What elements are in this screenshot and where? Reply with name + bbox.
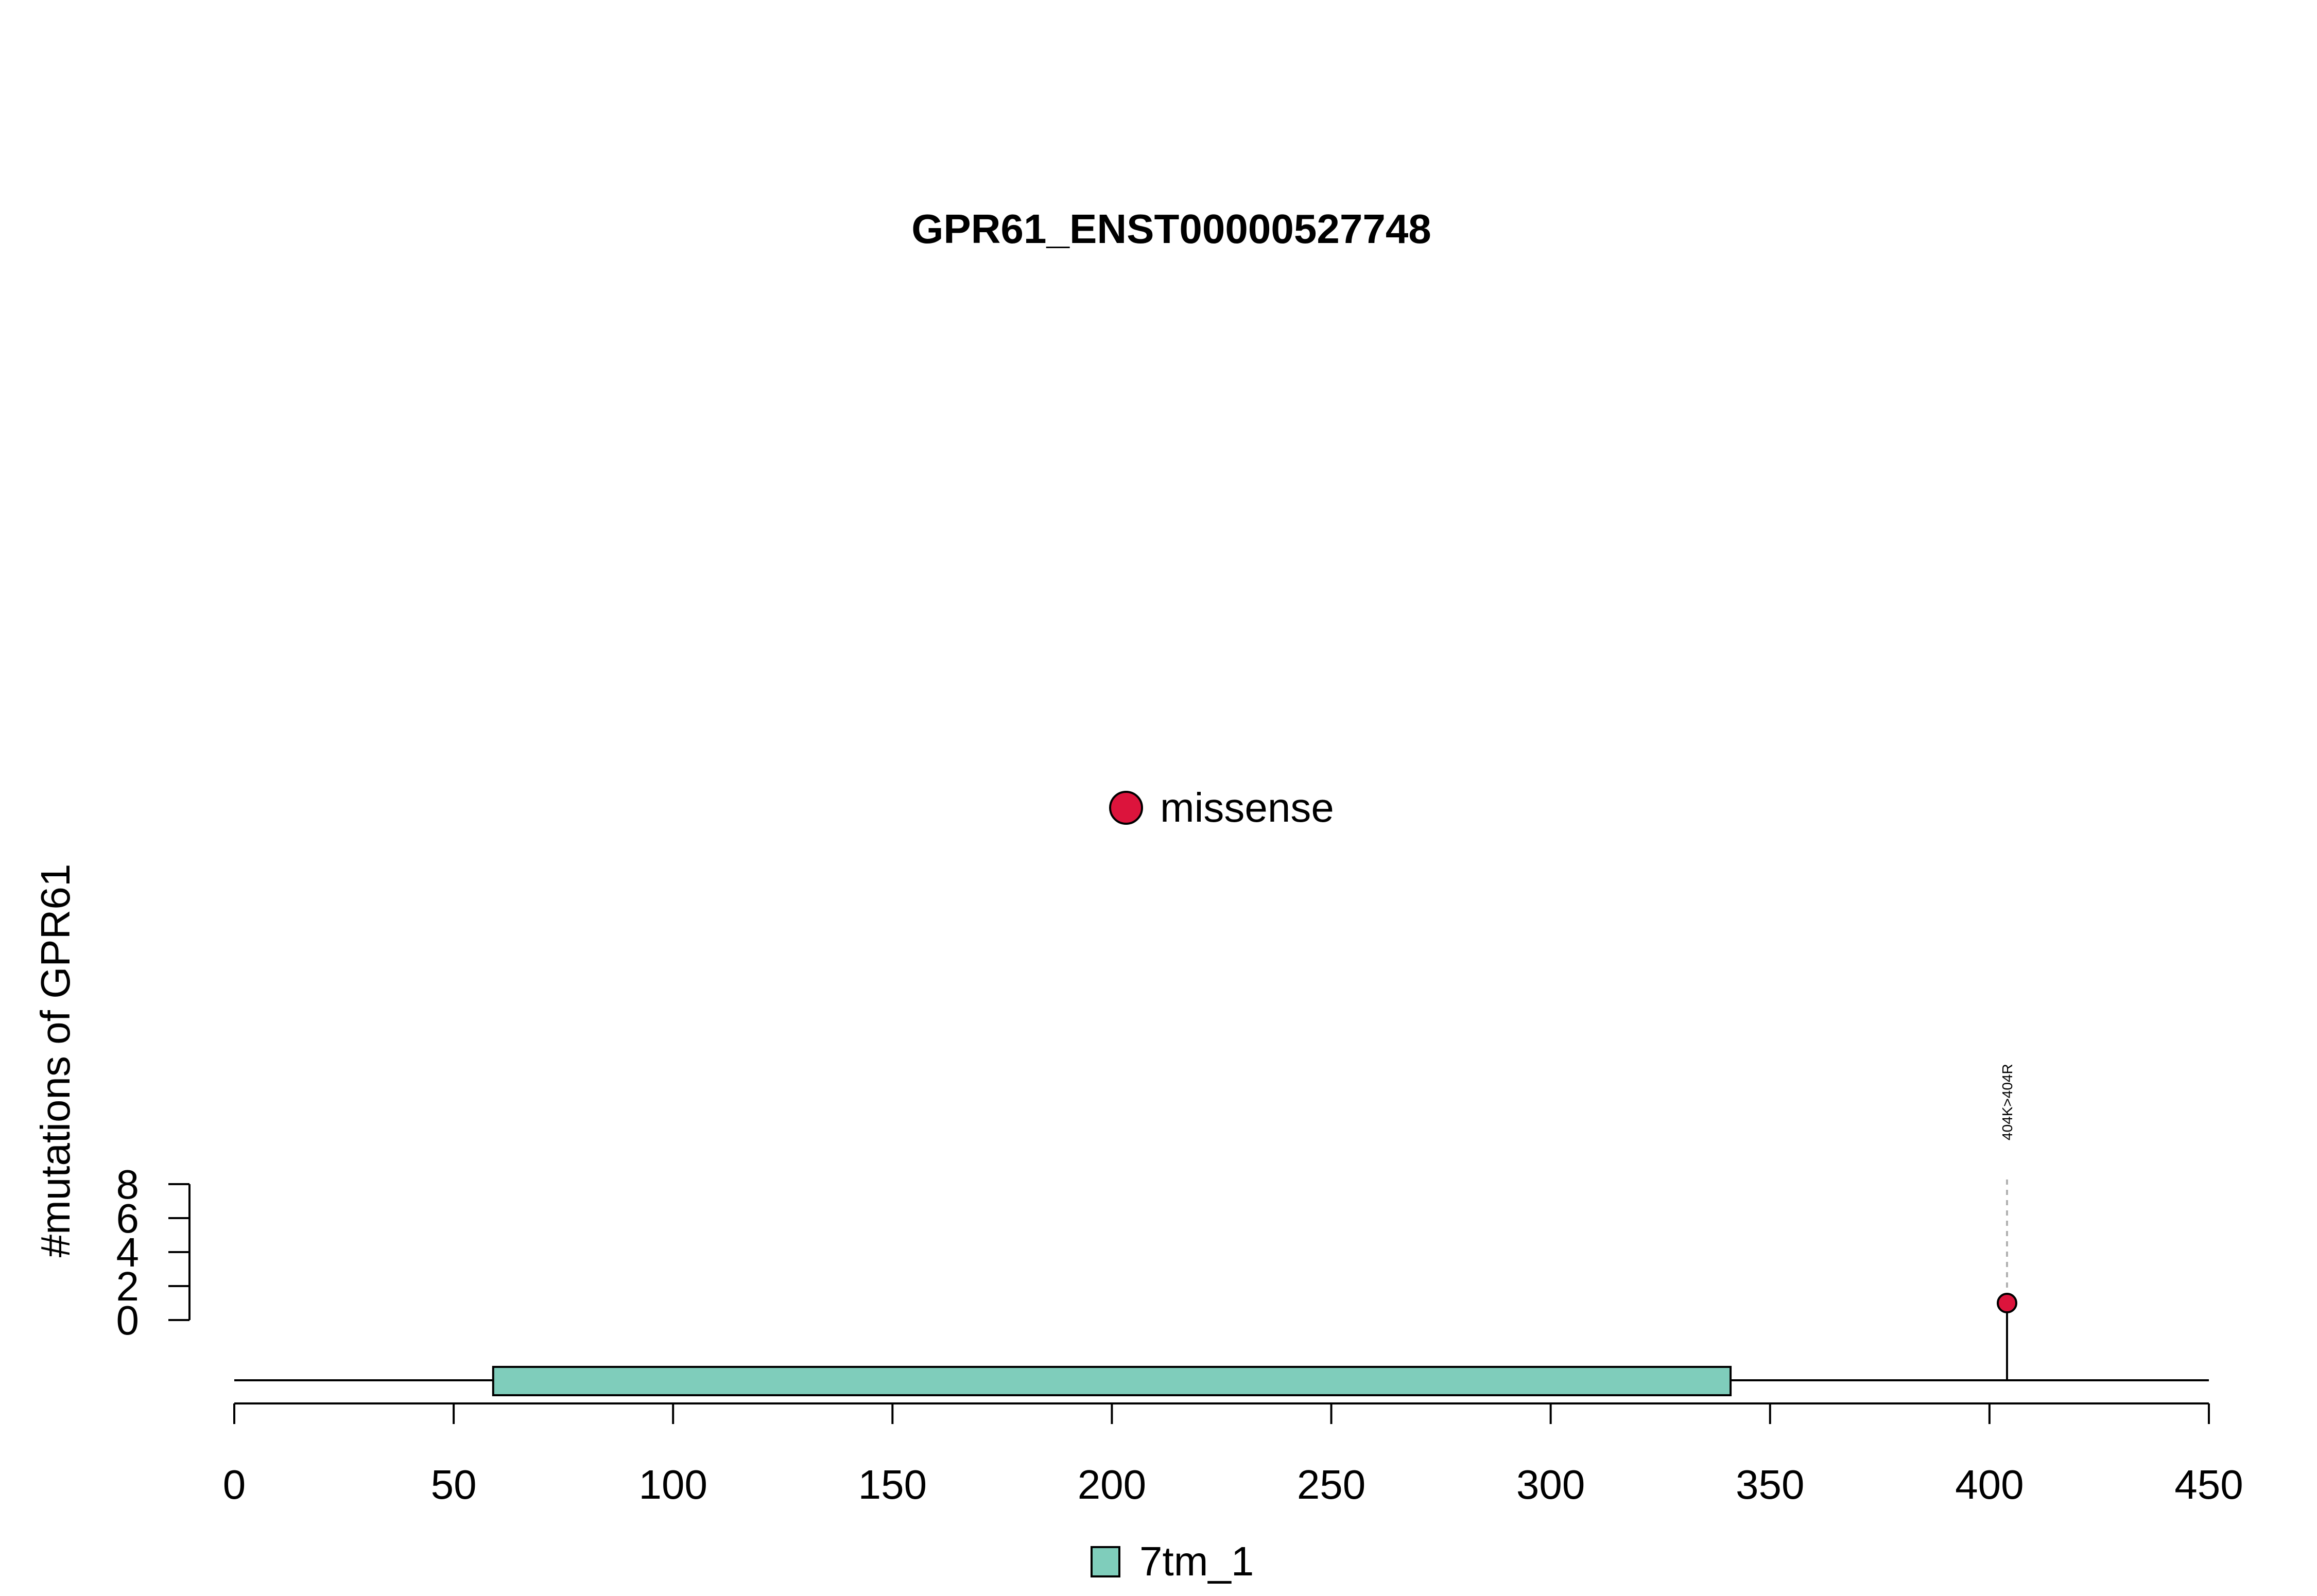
x-tick-label: 250 [1297, 1462, 1365, 1507]
mutation-type-legend: missense [1109, 785, 1334, 830]
x-axis: 0 50 100 150 200 250 300 350 400 450 [223, 1402, 2243, 1507]
x-tick-label: 50 [431, 1462, 477, 1507]
mutation-point [1996, 1293, 2017, 1313]
mutation-layer: 404K>404R [1996, 1064, 2017, 1380]
mutation-label: 404K>404R [1999, 1064, 2015, 1140]
x-tick-label: 450 [2174, 1462, 2243, 1507]
domain-layer [492, 1366, 1732, 1396]
x-tick-label: 300 [1516, 1462, 1585, 1507]
x-tick-label: 0 [223, 1462, 246, 1507]
domain-legend: 7tm_1 [1091, 1538, 1254, 1584]
domain-legend-label: 7tm_1 [1139, 1538, 1254, 1584]
y-tick-label: 0 [116, 1297, 140, 1343]
missense-legend-marker [1109, 791, 1143, 825]
y-tick-label: 6 [116, 1195, 140, 1241]
chart-title: GPR61_ENST00000527748 [911, 206, 1431, 252]
y-axis-label: #mutations of GPR61 [32, 864, 78, 1258]
y-tick-label: 2 [116, 1263, 140, 1309]
x-tick-label: 150 [858, 1462, 927, 1507]
y-tick-label: 8 [116, 1161, 140, 1207]
x-tick-label: 350 [1736, 1462, 1804, 1507]
x-tick-label: 100 [638, 1462, 707, 1507]
x-tick-label: 200 [1078, 1462, 1146, 1507]
missense-legend-label: missense [1160, 785, 1334, 830]
domain-legend-swatch [1091, 1546, 1120, 1577]
domain-rect [492, 1366, 1732, 1396]
x-tick-label: 400 [1955, 1462, 2024, 1507]
y-tick-label: 4 [116, 1229, 140, 1275]
